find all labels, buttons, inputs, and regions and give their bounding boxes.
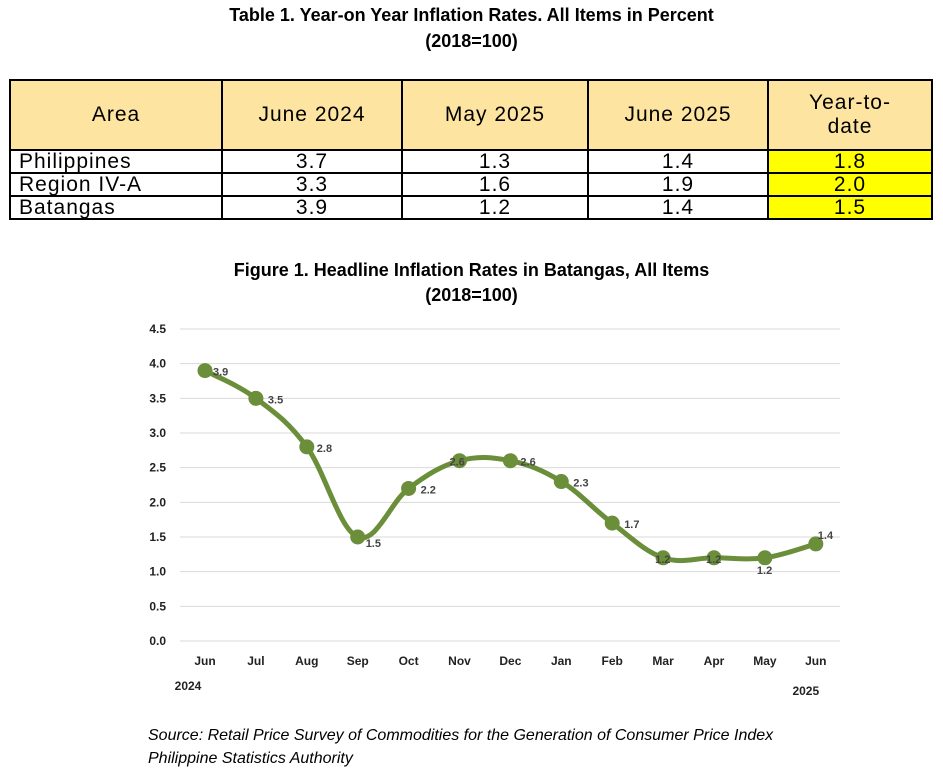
y-tick-label: 1.5 [149, 530, 166, 544]
table-subtitle: (2018=100) [425, 31, 518, 51]
y-tick-label: 0.0 [149, 634, 166, 648]
x-tick-label: Mar [652, 654, 674, 668]
data-label: 2.2 [421, 484, 436, 496]
y-tick-label: 4.5 [149, 322, 166, 336]
data-label: 2.6 [450, 457, 465, 469]
y-tick-label: 2.5 [149, 461, 166, 475]
row-area: Batangas [9, 195, 223, 220]
row-value: 1.2 [401, 195, 589, 220]
header-year-to-date: Year-to-date [767, 79, 933, 151]
x-tick-label: Oct [399, 654, 419, 668]
figure-title: Figure 1. Headline Inflation Rates in Ba… [233, 260, 710, 280]
x-tick-label: Nov [448, 654, 471, 668]
row-value: 3.3 [221, 172, 403, 197]
data-point [452, 453, 467, 469]
x-tick-label: Jun [194, 654, 215, 668]
data-point [706, 550, 722, 566]
x-tick-label: Feb [602, 654, 623, 668]
x-tick-label: Jun [805, 654, 826, 668]
data-label: 1.5 [366, 538, 381, 550]
data-label: 1.2 [757, 565, 772, 577]
data-label: 1.4 [818, 530, 834, 542]
data-point [502, 453, 518, 469]
y-tick-label: 0.5 [149, 599, 166, 613]
data-point [299, 439, 315, 455]
data-label: 2.6 [520, 457, 535, 469]
x-tick-label: Aug [295, 654, 318, 668]
header-june-2025: June 2025 [587, 79, 769, 151]
row-value: 1.4 [587, 149, 769, 174]
data-label: 1.7 [624, 519, 639, 531]
row-value: 3.9 [221, 195, 403, 220]
y-tick-label: 2.0 [149, 495, 166, 509]
row-ytd-value: 1.5 [767, 195, 933, 220]
data-point [604, 515, 620, 531]
row-area: Philippines [9, 149, 223, 174]
data-label: 3.5 [268, 394, 283, 406]
data-point [757, 550, 773, 566]
table-title: Table 1. Year-on Year Inflation Rates. A… [229, 5, 714, 25]
row-value: 3.7 [221, 149, 403, 174]
x-tick-label: Dec [499, 654, 521, 668]
header-may-2025: May 2025 [401, 79, 589, 151]
data-label: 2.3 [573, 478, 588, 490]
x-tick-label: Sep [347, 654, 369, 668]
header-june-2024: June 2024 [221, 79, 403, 151]
table-header-row: Area June 2024 May 2025 June 2025 Year-t… [9, 79, 933, 151]
row-ytd-value: 1.8 [767, 149, 933, 174]
source-line-2: Philippine Statistics Authority [148, 750, 353, 767]
x-year-label: 2024 [175, 679, 202, 693]
x-tick-label: Jul [247, 654, 264, 668]
data-point [655, 550, 671, 566]
data-point [248, 390, 264, 406]
data-point [197, 363, 213, 379]
data-point [350, 529, 366, 545]
data-point [401, 480, 417, 496]
y-tick-label: 3.0 [149, 426, 166, 440]
row-ytd-value: 2.0 [767, 172, 933, 197]
x-tick-label: May [753, 654, 777, 668]
data-point [553, 474, 569, 490]
inflation-line-chart: 0.0 0.5 1.0 1.5 2.0 2.5 3.0 3.5 4.0 4.5 Jun Jul Aug S… [149, 322, 840, 698]
y-tick-label: 1.0 [149, 565, 166, 579]
row-area: Region IV-A [9, 172, 223, 197]
table-row: Philippines 3.7 1.3 1.4 1.8 [9, 149, 933, 174]
y-tick-label: 4.0 [149, 357, 166, 371]
data-label: 1.2 [655, 554, 670, 566]
x-tick-label: Jan [551, 654, 572, 668]
data-label: 3.9 [213, 367, 228, 379]
table-row: Region IV-A 3.3 1.6 1.9 2.0 [9, 172, 933, 197]
header-area: Area [9, 79, 223, 151]
row-value: 1.9 [587, 172, 769, 197]
row-value: 1.3 [401, 149, 589, 174]
data-point [808, 536, 824, 552]
row-value: 1.4 [587, 195, 769, 220]
data-label: 1.2 [706, 554, 721, 566]
source-line-1: Source: Retail Price Survey of Commoditi… [148, 727, 774, 744]
y-tick-label: 3.5 [149, 391, 166, 405]
x-year-label: 2025 [792, 684, 819, 698]
row-value: 1.6 [401, 172, 589, 197]
data-label: 2.8 [317, 443, 332, 455]
figure-subtitle: (2018=100) [425, 285, 518, 305]
inflation-table: Area June 2024 May 2025 June 2025 Year-t… [9, 79, 933, 220]
table-row: Batangas 3.9 1.2 1.4 1.5 [9, 195, 933, 220]
x-tick-label: Apr [704, 654, 725, 668]
